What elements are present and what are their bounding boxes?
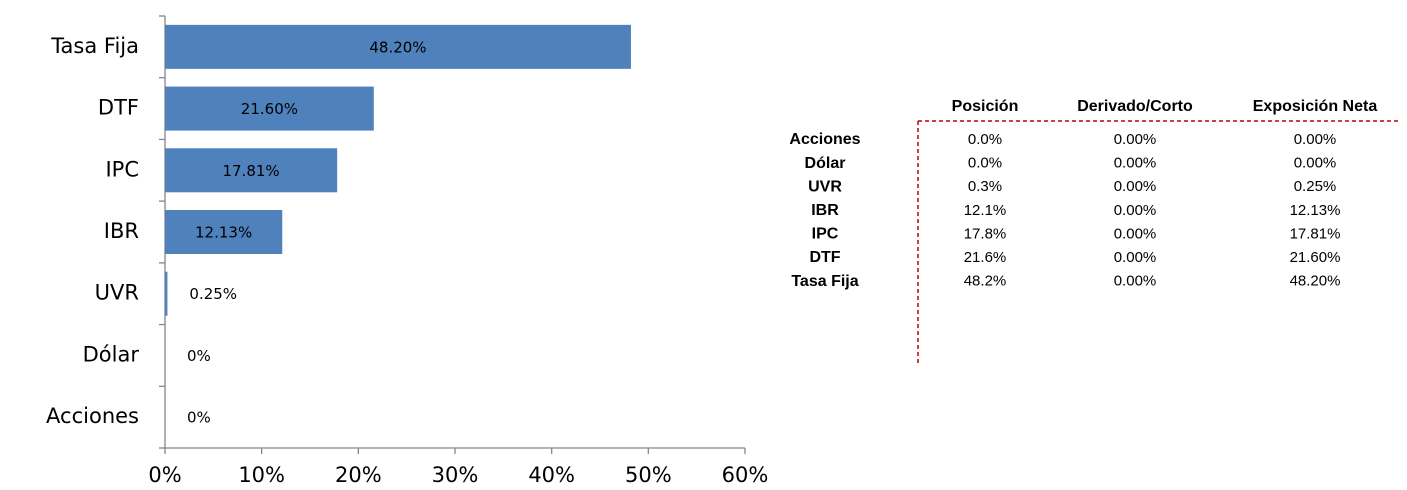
value-label: 21.60%	[241, 100, 298, 118]
table-cell: 0.25%	[1294, 178, 1337, 195]
table-cell: 12.1%	[964, 202, 1007, 219]
x-tick-label: 60%	[722, 463, 769, 487]
value-label: 48.20%	[369, 38, 426, 56]
bar	[165, 24, 631, 69]
table-cell: 0.00%	[1294, 131, 1337, 148]
table-cell: 48.20%	[1290, 273, 1341, 290]
table-cell: 0.00%	[1114, 273, 1157, 290]
x-tick-label: 50%	[625, 463, 672, 487]
table-cell: 17.8%	[964, 225, 1007, 242]
bar	[165, 148, 338, 193]
value-label: 12.13%	[195, 224, 252, 242]
value-label: 0.25%	[189, 285, 237, 303]
x-tick-label: 0%	[148, 463, 181, 487]
x-tick-label: 30%	[432, 463, 479, 487]
row-label: Tasa Fija	[791, 273, 858, 290]
table-cell: 0.0%	[968, 131, 1002, 148]
table-cell: 0.00%	[1114, 178, 1157, 195]
category-label: Tasa Fija	[50, 34, 139, 58]
table-cell: 0.00%	[1114, 131, 1157, 148]
category-label: DTF	[98, 96, 139, 120]
x-tick-label: 20%	[335, 463, 382, 487]
table-cell: 0.00%	[1114, 202, 1157, 219]
category-label: Dólar	[83, 342, 140, 366]
row-label: IPC	[812, 226, 839, 243]
category-label: Acciones	[46, 404, 139, 428]
table-cell: 48.2%	[964, 273, 1007, 290]
table-cell: 21.6%	[964, 249, 1007, 266]
bar	[165, 271, 168, 316]
table-cell: 0.3%	[968, 178, 1002, 195]
table-header: Exposición Neta	[1253, 98, 1378, 115]
x-tick-label: 40%	[528, 463, 575, 487]
table-cell: 0.00%	[1114, 225, 1157, 242]
row-label: UVR	[808, 178, 842, 195]
category-label: IBR	[104, 219, 139, 243]
row-label: Acciones	[789, 131, 860, 148]
table-cell: 0.00%	[1294, 155, 1337, 172]
value-label: 0%	[187, 409, 211, 427]
x-tick-label: 10%	[238, 463, 285, 487]
table-cell: 0.00%	[1114, 249, 1157, 266]
table-cell: 21.60%	[1290, 249, 1341, 266]
row-label: IBR	[811, 202, 839, 219]
table-header: Derivado/Corto	[1077, 98, 1193, 115]
category-label: IPC	[105, 157, 139, 181]
value-label: 17.81%	[222, 162, 279, 180]
table-cell: 17.81%	[1290, 225, 1341, 242]
row-label: DTF	[809, 249, 840, 266]
bar	[165, 86, 374, 131]
category-label: UVR	[95, 281, 139, 305]
bar	[165, 210, 283, 254]
table-header: Posición	[952, 98, 1019, 115]
row-label: Dólar	[805, 155, 846, 172]
value-label: 0%	[187, 347, 211, 365]
table-cell: 0.00%	[1114, 155, 1157, 172]
table-cell: 0.0%	[968, 155, 1002, 172]
table-cell: 12.13%	[1290, 202, 1341, 219]
